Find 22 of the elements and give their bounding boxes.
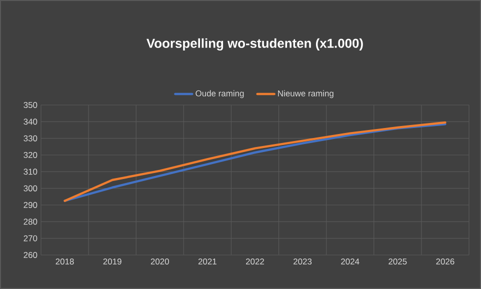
y-tick-label: 300 xyxy=(24,185,38,192)
y-tick-label: 320 xyxy=(24,152,38,158)
y-tick-label: 310 xyxy=(24,168,38,175)
y-tick-label: 340 xyxy=(24,118,38,125)
chart-title: Voorspelling wo-studenten (x1.000) xyxy=(146,38,363,51)
x-tick-label: 2020 xyxy=(150,258,169,265)
y-tick-label: 270 xyxy=(24,235,38,242)
y-tick-label: 290 xyxy=(24,202,38,208)
y-tick-label: 330 xyxy=(24,135,38,142)
x-tick-label: 2024 xyxy=(341,258,360,265)
legend-label: Oude raming xyxy=(196,90,244,98)
x-tick-label: 2018 xyxy=(56,258,74,265)
x-tick-label: 2026 xyxy=(436,258,454,265)
x-tick-label: 2022 xyxy=(246,258,264,265)
y-tick-label: 260 xyxy=(24,252,38,258)
y-tick-label: 350 xyxy=(24,102,38,108)
x-tick-label: 2019 xyxy=(103,258,122,265)
legend-label: Nieuwe raming xyxy=(278,90,334,98)
x-tick-label: 2023 xyxy=(294,258,312,265)
y-tick-label: 280 xyxy=(24,218,38,225)
x-tick-label: 2021 xyxy=(198,258,216,265)
x-tick-label: 2025 xyxy=(388,258,407,265)
